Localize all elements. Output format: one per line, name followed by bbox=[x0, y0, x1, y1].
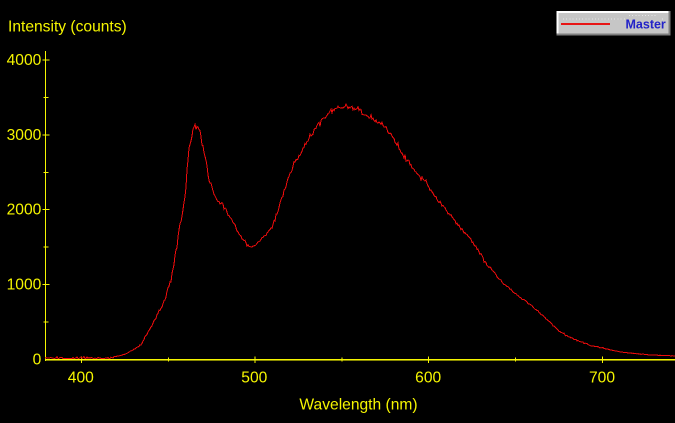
svg-text:3000: 3000 bbox=[7, 127, 42, 144]
svg-text:400: 400 bbox=[68, 370, 94, 387]
svg-text:Master: Master bbox=[626, 18, 666, 32]
svg-text:2000: 2000 bbox=[7, 202, 42, 219]
svg-text:Wavelength (nm): Wavelength (nm) bbox=[299, 397, 417, 414]
svg-text:0: 0 bbox=[33, 351, 42, 368]
svg-text:500: 500 bbox=[241, 370, 267, 387]
svg-text:600: 600 bbox=[415, 370, 441, 387]
svg-text:1000: 1000 bbox=[7, 277, 42, 294]
svg-text:4000: 4000 bbox=[7, 52, 42, 69]
svg-text:Intensity (counts): Intensity (counts) bbox=[8, 19, 127, 36]
svg-text:700: 700 bbox=[589, 370, 615, 387]
